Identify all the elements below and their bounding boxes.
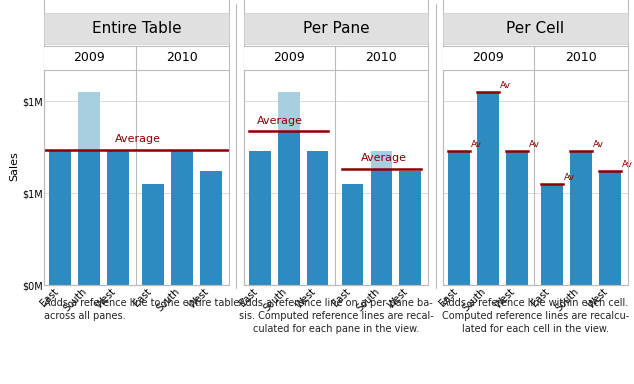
Bar [342, 184, 363, 285]
Bar [541, 184, 562, 285]
Bar [278, 92, 299, 131]
Text: Average: Average [361, 153, 407, 163]
Bar [200, 171, 222, 285]
Text: Av: Av [500, 81, 511, 90]
Bar [79, 92, 100, 150]
Bar [370, 169, 392, 285]
Text: 2010: 2010 [565, 51, 597, 65]
Bar [570, 151, 592, 285]
Text: 2010: 2010 [365, 51, 398, 65]
Bar [506, 151, 528, 285]
Text: 2009: 2009 [74, 51, 105, 65]
Text: Av: Av [564, 173, 575, 182]
Bar [599, 171, 621, 285]
Text: Av: Av [622, 160, 633, 169]
Y-axis label: Sales: Sales [10, 151, 20, 180]
Bar [399, 171, 421, 285]
Text: Average: Average [115, 134, 162, 144]
Bar [249, 151, 271, 285]
Text: 2009: 2009 [273, 51, 304, 65]
Text: Av: Av [471, 140, 482, 149]
Text: Av: Av [529, 140, 540, 149]
Bar [171, 151, 193, 285]
Bar [79, 150, 100, 285]
Text: Adds a reference line to the entire table
across all panes.: Adds a reference line to the entire tabl… [44, 298, 240, 321]
Bar [448, 151, 470, 285]
Bar [49, 151, 71, 285]
Bar [142, 184, 164, 285]
Bar [107, 151, 129, 285]
Text: Adds a reference line on a per pane ba-
sis. Computed reference lines are recal-: Adds a reference line on a per pane ba- … [238, 298, 434, 334]
Bar [278, 131, 299, 285]
Text: 2009: 2009 [472, 51, 504, 65]
Text: Av: Av [593, 140, 604, 149]
Text: Adds a reference line within each cell.
Computed reference lines are recalcu-
la: Adds a reference line within each cell. … [442, 298, 629, 334]
Text: Per Pane: Per Pane [302, 21, 370, 36]
Bar [307, 151, 328, 285]
Text: 2010: 2010 [166, 51, 198, 65]
Text: Entire Table: Entire Table [92, 21, 181, 36]
Text: Per Cell: Per Cell [507, 21, 564, 36]
Bar [370, 151, 392, 169]
Text: Average: Average [257, 116, 303, 126]
Bar [477, 92, 499, 285]
